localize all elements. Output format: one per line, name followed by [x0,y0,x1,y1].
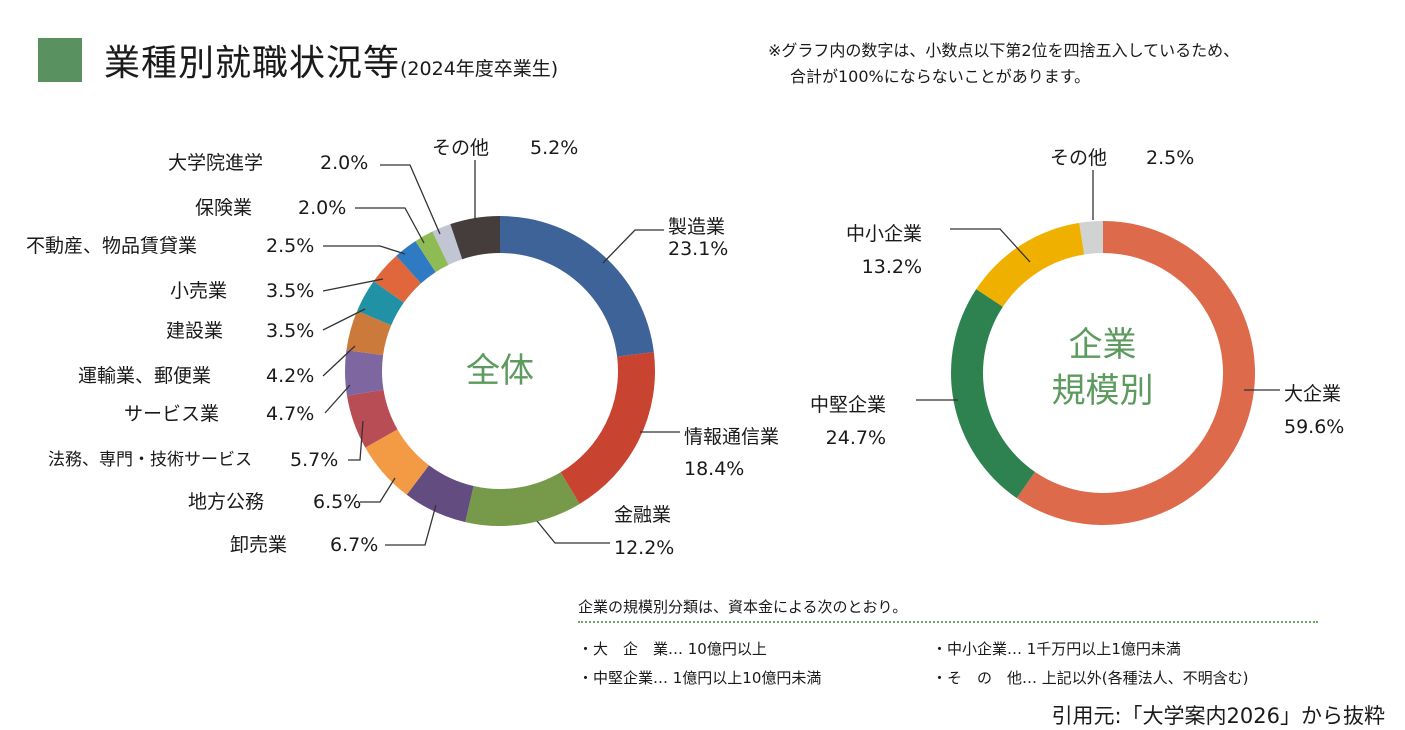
rounding-note: ※グラフ内の数字は、小数点以下第2位を四捨五入しているため、合計が100%になら… [768,38,1239,90]
label-legal: 法務、専門・技術サービス 5.7% [48,449,339,471]
label-grad-school: 大学院進学 2.0% [168,152,369,174]
leader-line [324,384,351,414]
legend-item: ・そ の 他… 上記以外(各種法人、不明含む) [932,669,1249,687]
slice-運輸業、郵便業 [346,310,392,356]
divider [578,621,1318,623]
label-finance: 金融業 12.2% [614,504,675,559]
title-text: 業種別就職状況等 [104,43,401,84]
label-construction: 建設業 3.5% [166,320,315,342]
leader-line [385,504,437,546]
slice-情報通信業 [560,352,655,505]
center-label-company-size: 企業 規模別 [1030,322,1175,414]
slice-不動産、物品賃貸業 [396,241,436,284]
slice-大学院進学 [432,224,463,265]
center-label-overall: 全体 [466,351,534,391]
label-service: サービス業 4.7% [124,403,315,425]
label-real-estate: 不動産、物品賃貸業 2.5% [26,235,315,257]
slice-金融業 [465,472,580,526]
leader-line [950,228,1031,263]
label-wholesale: 卸売業 6.7% [230,534,379,556]
label-manufacturing: 製造業 23.1% [668,216,729,260]
legend-item: ・中堅企業… 1億円以上10億円未満 [578,669,822,687]
slice-小売業 [373,255,421,303]
leader-line [322,278,384,292]
title-marker [38,38,82,82]
slice-地方公務 [365,429,429,495]
leader-line [360,477,396,503]
label-local-gov: 地方公務 6.5% [188,491,362,513]
leader-line [536,520,610,544]
slice-その他 [1079,221,1103,255]
leader-lines [322,160,1280,546]
leader-line [322,345,356,377]
label-mid: 中堅企業 24.7% [810,394,887,449]
leader-line [322,308,366,331]
label-size-other: その他 2.5% [1050,147,1195,169]
center-label-line-1: 企業 [1068,325,1137,365]
label-ict: 情報通信業 18.4% [684,426,780,480]
leader-line [323,245,406,255]
label-other: その他 5.2% [432,137,579,159]
legend-item: ・中小企業… 1千万円以上1億円未満 [932,640,1181,658]
page-title: 業種別就職状況等(2024年度卒業生) [104,34,558,86]
leader-line [348,420,364,461]
legend-title: 企業の規模別分類は、資本金による次のとおり。 [578,598,908,616]
legend-item: ・大 企 業… 10億円以上 [578,640,767,658]
slice-中堅企業 [951,289,1035,499]
label-retail: 小売業 3.5% [170,280,315,302]
note-line-2: 合計が100%にならないことがあります。 [790,67,1091,86]
note-line-1: ※グラフ内の数字は、小数点以下第2位を四捨五入しているため、 [768,41,1240,60]
slice-建設業 [357,281,404,326]
label-insurance: 保険業 2.0% [195,197,347,219]
label-transport: 運輸業、郵便業 4.2% [78,365,315,387]
label-large: 大企業 59.6% [1284,383,1345,438]
title-subtitle: (2024年度卒業生) [400,58,559,80]
slice-サービス業 [344,350,384,396]
center-label-line-2: 規模別 [1051,371,1154,411]
slice-大企業 [1016,221,1255,525]
label-small: 中小企業 13.2% [846,223,923,278]
slice-製造業 [500,216,654,357]
slice-法務、専門・技術サービス [346,389,398,448]
slice-卸売業 [406,465,474,523]
leader-line [355,207,425,244]
leader-line [602,229,664,264]
slice-その他 [450,216,500,260]
donut-overall [344,216,655,526]
donut-company-size [951,221,1255,525]
source-citation: 引用元:「大学案内2026」から抜粋 [1051,704,1385,728]
leader-line [380,164,441,235]
slice-中小企業 [976,222,1085,307]
